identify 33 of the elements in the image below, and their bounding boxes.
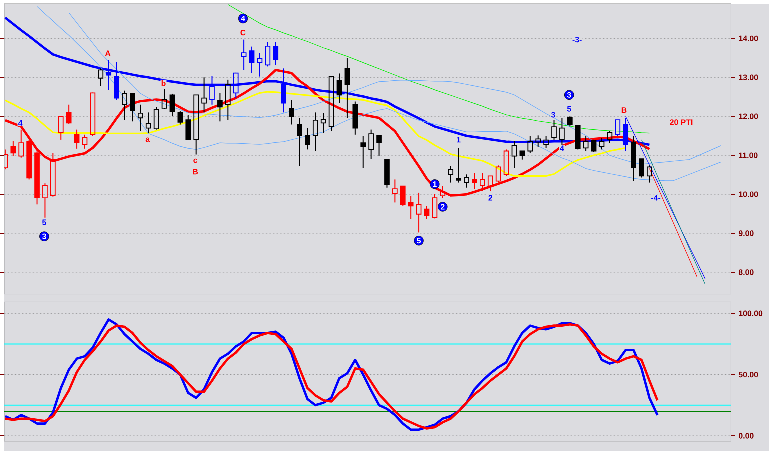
candlestick bbox=[647, 165, 652, 184]
candlestick bbox=[297, 118, 302, 167]
candlestick bbox=[257, 52, 263, 78]
candlestick bbox=[583, 136, 589, 152]
candlestick bbox=[106, 59, 112, 90]
candlestick bbox=[416, 192, 422, 234]
candlestick bbox=[98, 68, 104, 87]
candlestick bbox=[344, 58, 350, 119]
candlestick bbox=[218, 92, 223, 122]
candlestick bbox=[202, 77, 207, 114]
candlestick bbox=[336, 73, 342, 104]
candlestick bbox=[392, 179, 398, 204]
candlestick bbox=[360, 136, 366, 168]
line-series bbox=[641, 140, 706, 285]
candlestick bbox=[496, 165, 502, 184]
candlestick bbox=[512, 140, 518, 168]
candlestick bbox=[464, 174, 470, 188]
candlestick bbox=[472, 172, 478, 190]
candlestick bbox=[146, 112, 152, 134]
candlestick bbox=[273, 42, 279, 66]
line-series bbox=[649, 168, 698, 278]
candlestick bbox=[74, 129, 80, 150]
candlestick bbox=[10, 140, 16, 157]
candlestick bbox=[241, 39, 247, 71]
candlestick bbox=[225, 79, 231, 121]
candlestick bbox=[305, 128, 310, 150]
candlestick bbox=[281, 68, 286, 114]
candlestick bbox=[289, 100, 294, 126]
candlestick bbox=[408, 195, 414, 220]
candlestick bbox=[138, 104, 144, 132]
candlestick bbox=[480, 172, 486, 192]
candlestick bbox=[312, 112, 318, 152]
candlestick bbox=[631, 136, 636, 182]
